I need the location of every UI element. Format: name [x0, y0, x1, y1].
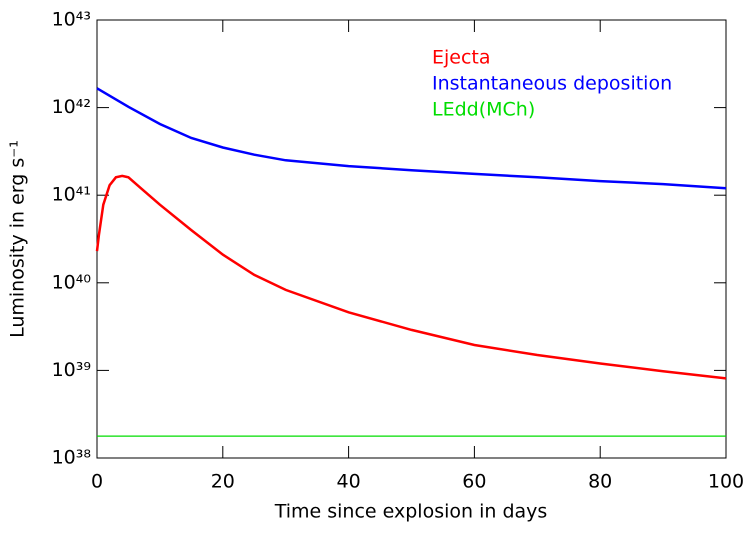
x-tick-label: 20 [211, 471, 235, 493]
x-tick-label: 60 [462, 471, 486, 493]
y-tick-label: 10⁴⁰ [52, 271, 91, 293]
y-tick-label: 10⁴¹ [52, 184, 91, 206]
series-line [96, 87, 727, 190]
x-tick-label: 0 [91, 471, 103, 493]
y-tick-label: 10³⁸ [52, 447, 91, 469]
x-axis-label: Time since explosion in days [274, 501, 548, 523]
x-tick-label: 40 [337, 471, 361, 493]
legend-entry: Instantaneous deposition [432, 73, 672, 95]
y-tick-label: 10⁴² [52, 96, 91, 118]
y-tick-label: 10⁴³ [52, 9, 91, 31]
x-tick-label: 80 [588, 471, 612, 493]
y-tick-label: 10³⁹ [52, 359, 91, 381]
series-line [95, 174, 727, 380]
legend-entry: Ejecta [432, 47, 491, 69]
y-axis-label: Luminosity in erg s⁻¹ [7, 140, 29, 338]
plot-frame [96, 19, 727, 459]
legend-entry: LEdd(MCh) [432, 99, 535, 121]
x-tick-label: 100 [708, 471, 744, 493]
